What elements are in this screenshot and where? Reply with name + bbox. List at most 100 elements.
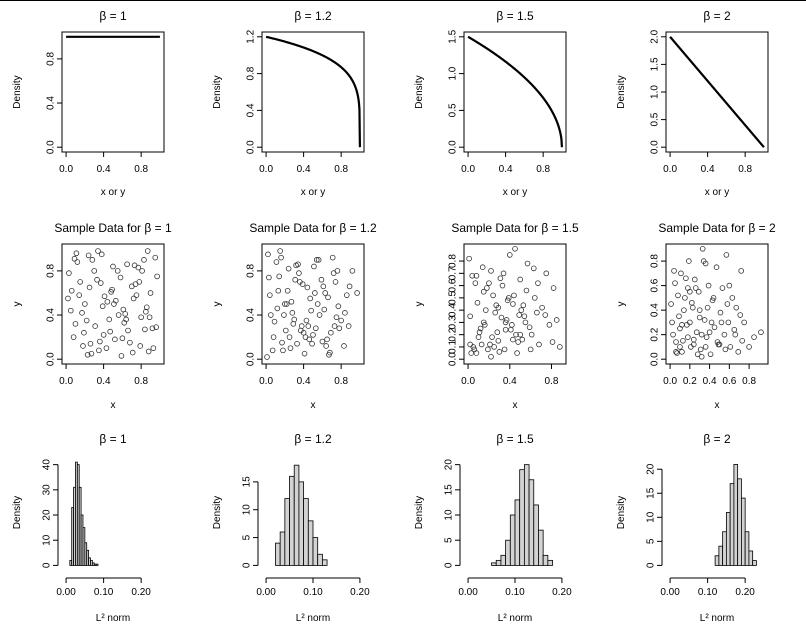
x-axis-label: x [311, 400, 316, 411]
data-point [735, 349, 742, 355]
y-tick-label: 1.0 [448, 66, 459, 80]
y-tick-label: 0.0 [448, 140, 459, 154]
data-point [142, 326, 148, 333]
histogram-bar [509, 514, 516, 566]
data-point [286, 334, 293, 340]
y-tick-label: 0.4 [246, 308, 257, 322]
data-point [152, 254, 159, 261]
data-point [103, 345, 110, 351]
x-tick-label: 0.0 [59, 376, 73, 387]
panel-2: β = 1.2 x or y Density 0.0 0.4 0.8 0.0 0.4 0.8 1.… [212, 9, 365, 198]
data-point [483, 307, 489, 313]
x-tick-label: 0.00 [56, 587, 76, 598]
y-tick-label: 5 [646, 538, 657, 544]
data-point [66, 270, 72, 276]
data-point [515, 339, 521, 345]
data-point [312, 290, 318, 296]
data-point [150, 345, 157, 351]
data-point [91, 268, 98, 274]
data-point [320, 283, 327, 290]
y-tick-label: 0.3 [448, 315, 459, 329]
plot-box [61, 243, 165, 365]
data-point [490, 292, 496, 299]
data-point [707, 351, 714, 358]
panel-10: β = 1.2 L² norm Density 0.00 0.10 0.20 0 5 10 15 [212, 432, 370, 624]
x-tick-label: 0.00 [458, 587, 478, 598]
data-point [500, 270, 507, 277]
data-point [308, 307, 314, 314]
x-axis-label: x [513, 400, 518, 411]
panel-8: Sample Data for β = 2 x y 0.0 0.2 0.4 0.6 0.8 0.… [616, 221, 776, 411]
data-point [729, 295, 736, 301]
data-point [76, 292, 83, 298]
histogram-bar [491, 562, 497, 566]
data-point [282, 301, 288, 307]
data-point [139, 268, 145, 274]
histogram-bar [495, 559, 502, 566]
data-point [80, 343, 86, 349]
data-point [733, 304, 740, 311]
data-point [539, 304, 545, 311]
histogram-bar [312, 537, 319, 566]
data-point [304, 284, 311, 291]
histogram-bar [321, 559, 328, 566]
data-point [95, 248, 101, 254]
y-axis-label: Density [414, 496, 425, 529]
histogram-bar [523, 464, 530, 566]
y-tick-label: 30 [42, 484, 53, 496]
data-point [509, 322, 515, 328]
data-point [99, 303, 106, 310]
data-point [114, 268, 121, 274]
data-point [709, 297, 716, 304]
data-point [496, 349, 503, 355]
y-axis-label: Density [616, 75, 627, 108]
data-point [316, 312, 323, 318]
data-point [738, 268, 745, 274]
y-axis-label: y [212, 302, 223, 307]
x-tick-label: 0.0 [259, 376, 273, 387]
data-point [89, 257, 96, 263]
data-point [345, 323, 352, 329]
data-point [334, 268, 341, 274]
data-point [479, 264, 486, 271]
data-point [727, 344, 734, 350]
x-axis-label: x or y [503, 187, 527, 198]
x-tick-label: 0.4 [701, 164, 715, 175]
histogram-bar [729, 483, 735, 566]
data-point [716, 341, 723, 348]
histogram-bar [95, 563, 99, 566]
data-point [82, 301, 88, 307]
y-tick-label: 0.8 [46, 263, 57, 277]
y-axis-label: Density [212, 496, 223, 529]
y-axis-label: Density [12, 75, 23, 108]
plot-box [463, 31, 567, 153]
data-point [726, 282, 733, 289]
data-point [284, 287, 291, 294]
data-point [484, 285, 490, 291]
data-point [506, 252, 513, 258]
data-point [518, 307, 525, 313]
data-point [486, 280, 492, 286]
y-tick-label: 0 [444, 562, 455, 568]
data-point [503, 317, 510, 323]
data-point [98, 280, 104, 286]
data-point [278, 254, 284, 261]
data-point [83, 317, 90, 324]
data-point [79, 310, 85, 316]
x-tick-label: 0.8 [334, 164, 348, 175]
data-point [287, 345, 294, 351]
data-point [143, 308, 149, 315]
histogram-bar [725, 512, 731, 566]
data-point [309, 340, 315, 347]
density-curve [467, 35, 564, 148]
data-point [719, 285, 726, 291]
data-point [732, 331, 739, 338]
y-tick-label: 2.0 [650, 29, 661, 43]
y-axis-label: Density [212, 75, 223, 108]
data-point [717, 309, 724, 316]
data-point [523, 287, 530, 294]
y-tick-label: 10 [42, 534, 53, 546]
data-point [731, 326, 738, 333]
data-point [88, 350, 95, 357]
data-point [519, 336, 526, 343]
